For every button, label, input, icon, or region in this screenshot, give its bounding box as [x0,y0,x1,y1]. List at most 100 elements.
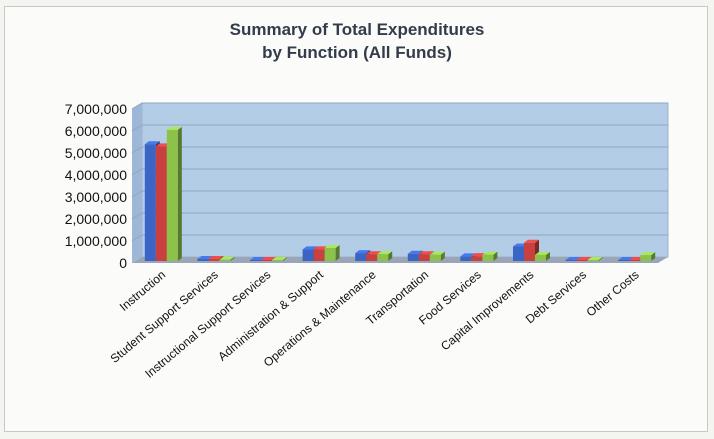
x-category-label: Instruction [117,268,168,314]
bars [144,126,656,262]
bar-front [429,254,441,261]
bar-top [302,246,318,250]
bar [377,251,393,261]
bar-top [565,257,581,260]
bar-front [324,248,336,261]
bar-top [482,251,498,255]
gridline [131,146,668,154]
bar-top [576,257,592,260]
bar-top [261,257,276,260]
bar-top [524,239,539,243]
chart-title-line-2: by Function (All Funds) [262,43,452,62]
bar-front [250,260,261,261]
bar-front [587,260,599,261]
bar-side [230,256,235,261]
bar-side [651,252,656,261]
chart-title-line-1: Summary of Total Expenditures [229,20,485,39]
bar-top [324,245,340,249]
bar [272,257,287,261]
bar-side [283,257,287,261]
y-axis: 7,000,000 6,000,000 5,000,000 4,000,000 3,00… [65,101,128,271]
bar-top [429,251,445,255]
bar-top [144,141,160,145]
bar-front [272,260,283,261]
y-tick-label: 1,000,000 [65,233,127,249]
bar-front [313,249,325,261]
bar-side [598,257,603,261]
plot-left-wall [132,103,142,263]
gridline [131,190,668,198]
bar-front [471,256,483,261]
bar-front [513,246,524,261]
bar-front [640,255,652,261]
y-tick-label: 3,000,000 [65,189,127,205]
bar-top [460,253,476,257]
bar [482,251,498,261]
bar-side [388,251,393,261]
bar [324,245,340,261]
plot-back-wall [141,102,669,258]
bar-front [208,259,220,261]
x-category-label: Capital Improvements [438,268,536,354]
bar-front [618,260,630,261]
bar-top [219,256,235,260]
bar-front [418,254,430,261]
bar [166,126,182,262]
bar-top [587,257,603,260]
bar-top [366,251,382,255]
bar-front [261,260,272,261]
bar-side [440,251,445,261]
bar-side [177,126,182,262]
bar-front [197,259,209,261]
gridlines [131,102,668,242]
y-tick-label: 7,000,000 [65,101,127,117]
gridline [131,124,668,132]
bar-top [208,256,224,260]
y-tick-label: 0 [119,255,127,271]
bar-top [418,251,434,255]
bar-front [219,259,231,261]
bar-top [197,256,213,260]
bar-front [377,254,389,261]
gridline [131,102,668,110]
bar-top [377,251,393,255]
y-tick-label: 5,000,000 [65,145,127,161]
bar [587,257,603,261]
y-tick-label: 2,000,000 [65,211,127,227]
bar-front [366,254,378,261]
bar [429,251,445,261]
gridline [131,168,668,176]
bar-front [629,260,641,261]
bar-side [493,251,498,261]
bar-front [302,249,314,261]
bar [640,252,656,261]
gridline [131,212,668,220]
bar-top [250,257,265,260]
chart-title: Summary of Total Expenditures by Functio… [0,18,714,64]
bar-side [335,245,340,261]
bar-top [166,126,182,130]
y-tick-label: 4,000,000 [65,167,127,183]
bar-front [166,129,178,261]
x-category-label: Other Costs [584,268,642,320]
bar-top [355,250,371,254]
bar-top [640,252,656,256]
bar-front [565,260,577,261]
bar-front [155,146,167,261]
bar [535,251,550,261]
bar-front [576,260,588,261]
bar-top [272,257,287,260]
gridline [131,234,668,242]
bar-top [535,251,550,255]
bar-front [460,256,472,261]
bar-front [407,253,419,261]
bar-top [618,257,634,260]
bar-top [407,250,423,254]
bar-front [524,242,535,261]
bar-front [355,253,367,261]
y-tick-label: 6,000,000 [65,123,127,139]
bar-side [546,251,550,261]
bar-front [144,144,156,261]
